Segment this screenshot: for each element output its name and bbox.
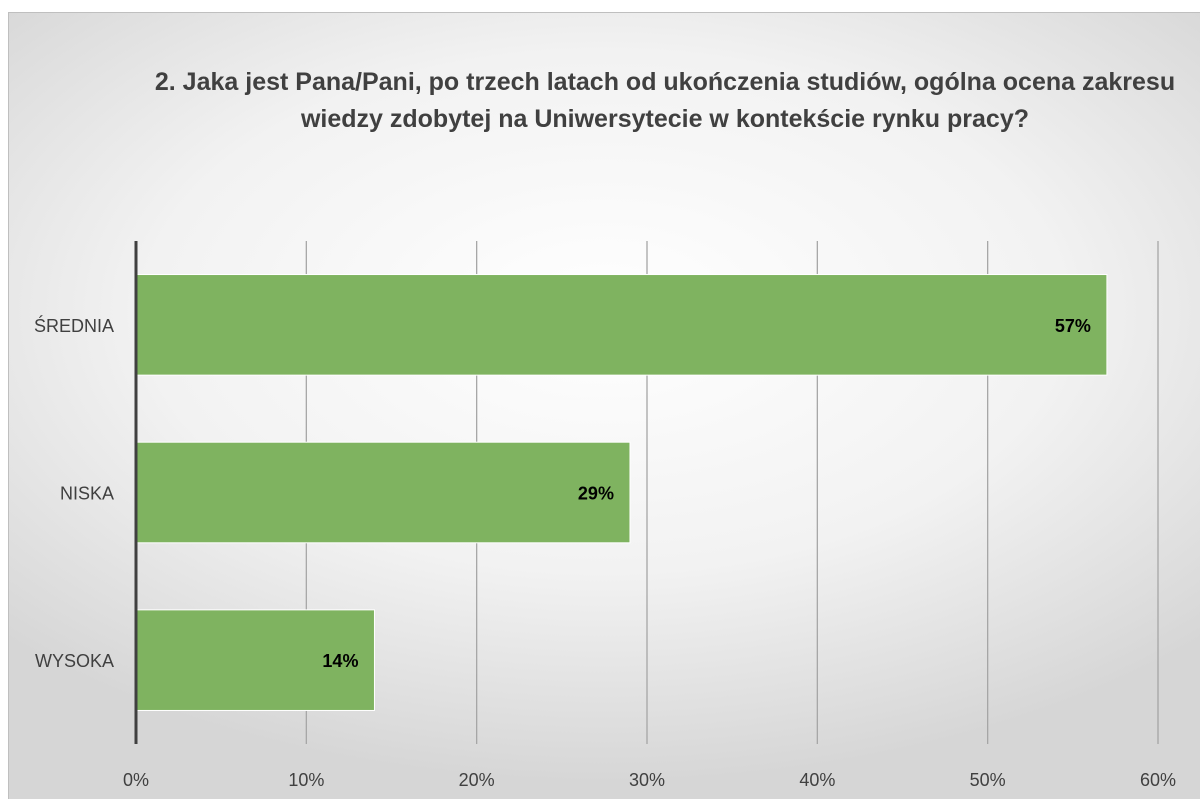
category-label: NISKA [60, 484, 114, 504]
data-label: 29% [578, 484, 614, 504]
category-label: WYSOKA [35, 651, 114, 671]
x-tick-label: 50% [970, 770, 1006, 790]
x-tick-label: 30% [629, 770, 665, 790]
category-label: ŚREDNIA [34, 315, 114, 336]
x-tick-label: 20% [459, 770, 495, 790]
data-label: 57% [1055, 316, 1091, 336]
x-tick-label: 60% [1140, 770, 1176, 790]
x-tick-label: 40% [799, 770, 835, 790]
chart-title: 2. Jaka jest Pana/Pani, po trzech latach… [154, 68, 1176, 133]
bars: 57% 29% 14% [135, 274, 1108, 711]
bar [135, 441, 631, 544]
data-label: 14% [322, 651, 358, 671]
x-tick-label: 0% [123, 770, 149, 790]
bar [135, 274, 1108, 376]
bar [135, 609, 375, 711]
axes: 0% 10% 20% 30% 40% 50% 60% ŚREDNIA NISKA WYSOKA [34, 241, 1176, 790]
x-tick-label: 10% [288, 770, 324, 790]
